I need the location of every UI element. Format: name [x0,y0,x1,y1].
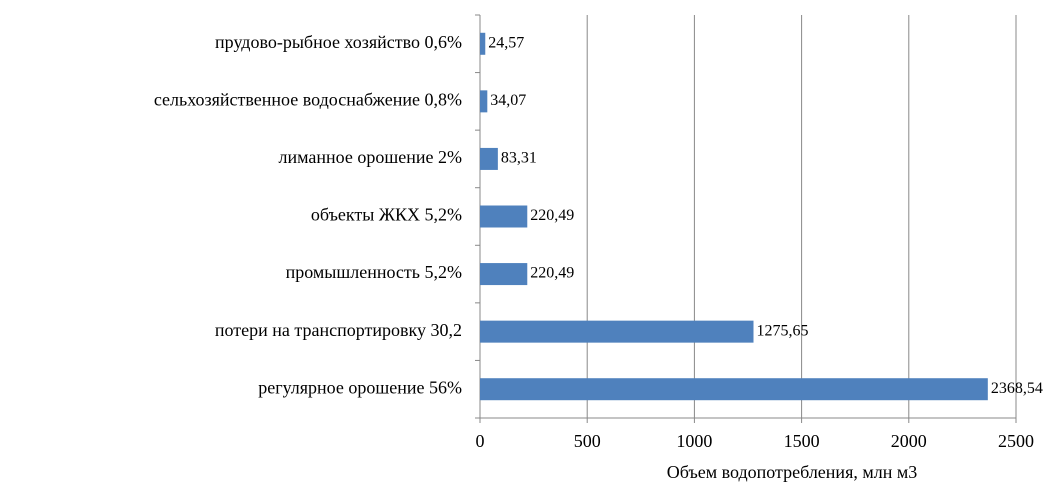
y-tick-label: сельхозяйственное водоснабжение 0,8% [154,89,462,109]
x-axis-title: Объем водопотребления, млн м3 [667,462,918,482]
value-label: 2368,54 [991,380,1043,397]
y-tick-label: регулярное орошение 56% [258,377,462,397]
bar [480,378,988,401]
value-label: 83,31 [501,150,537,167]
bar [480,32,486,55]
x-tick-label: 500 [574,431,601,451]
y-tick-label: лиманное орошение 2% [279,147,462,167]
y-tick-label: прудово-рыбное хозяйство 0,6% [215,32,462,52]
value-label: 34,07 [490,92,526,109]
x-tick-label: 2500 [998,431,1034,451]
x-tick-label: 2000 [891,431,927,451]
bar [480,320,754,343]
bar [480,90,488,113]
bar [480,263,528,286]
x-tick-label: 0 [476,431,485,451]
value-label: 1275,65 [756,322,808,339]
y-tick-label: промышленность 5,2% [286,262,462,282]
value-label: 220,49 [530,207,574,224]
x-tick-label: 1500 [784,431,820,451]
bar [480,205,528,228]
value-label: 24,57 [488,34,524,51]
bar [480,147,498,170]
y-tick-label: объекты ЖКХ 5,2% [311,205,462,225]
value-label: 220,49 [530,265,574,282]
y-tick-label: потери на транспортировку 30,2 [215,320,462,340]
x-tick-label: 1000 [676,431,712,451]
